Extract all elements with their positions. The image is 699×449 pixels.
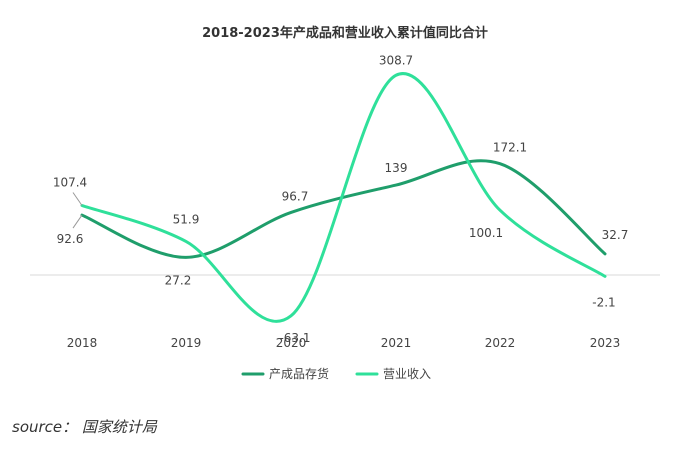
data-label-inventory: 172.1 — [493, 141, 527, 155]
source-note: source： 国家统计局 — [12, 418, 157, 436]
x-tick-label: 2020 — [276, 336, 307, 350]
legend: 产成品存货 营业收入 — [241, 366, 431, 381]
data-label-inventory: 92.6 — [57, 232, 84, 246]
series-line-revenue — [80, 72, 607, 323]
data-label-inventory: 139 — [385, 161, 408, 175]
series-layer — [80, 72, 607, 323]
data-label-inventory: 27.2 — [165, 273, 192, 287]
legend-label-inventory: 产成品存货 — [269, 366, 329, 381]
x-axis-ticks: 2018 2019 2020 2021 2022 2023 — [67, 336, 621, 350]
chart-title: 2018-2023年产成品和营业收入累计值同比合计 — [202, 25, 488, 41]
data-label-revenue: 107.4 — [53, 176, 87, 190]
data-label-revenue: -2.1 — [592, 295, 615, 309]
legend-label-revenue: 营业收入 — [383, 367, 431, 381]
x-tick-label: 2023 — [590, 336, 621, 350]
data-labels: 92.6 27.2 96.7 139 172.1 32.7 107.4 51.9 -63.1 30… — [53, 53, 629, 345]
data-label-revenue: 308.7 — [379, 53, 413, 67]
data-label-inventory: 32.7 — [602, 228, 629, 242]
data-label-revenue: -63.1 — [279, 331, 310, 345]
label-leader-line — [72, 214, 83, 229]
series-line-inventory — [80, 159, 607, 259]
data-label-inventory: 96.7 — [282, 189, 309, 203]
x-tick-label: 2018 — [67, 336, 98, 350]
data-label-revenue: 100.1 — [469, 226, 503, 240]
data-label-revenue: 51.9 — [173, 212, 200, 226]
x-tick-label: 2019 — [171, 336, 202, 350]
x-tick-label: 2021 — [381, 336, 412, 350]
label-leader-line — [72, 192, 83, 206]
x-tick-label: 2022 — [485, 336, 516, 350]
